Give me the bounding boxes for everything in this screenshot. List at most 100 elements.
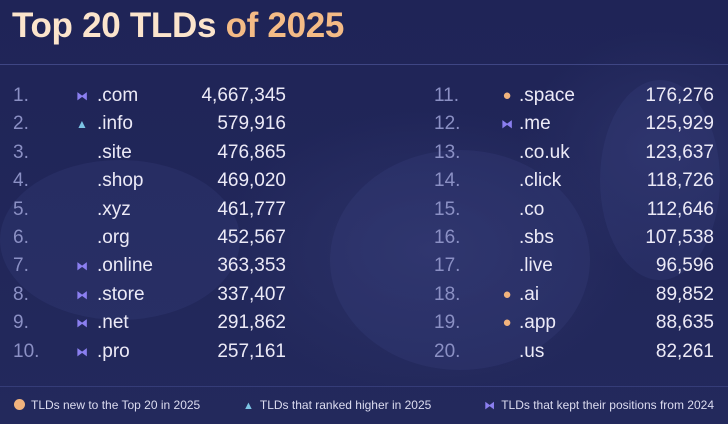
new-dot-icon: ●: [502, 87, 512, 104]
new-dot-icon: ●: [502, 285, 512, 303]
legend-label: TLDs that ranked higher in 2025: [259, 398, 432, 412]
bowtie-icon: ⧓: [76, 89, 88, 103]
registration-count: 125,929: [645, 113, 714, 135]
rank-number: 3.: [13, 141, 29, 163]
table-row: 8. ⧓ .store 337,407: [13, 281, 286, 309]
registration-count: 579,916: [217, 113, 286, 135]
registration-count: 89,852: [655, 283, 714, 305]
registration-count: 476,865: [217, 141, 286, 163]
tld-name: .store: [97, 283, 145, 305]
table-row: 14. .click 118,726: [434, 167, 714, 195]
new-dot-icon: ●: [502, 314, 512, 332]
rank-number: 9.: [13, 312, 29, 334]
tld-name: .xyz: [97, 198, 131, 220]
table-row: 12. ⧓ .me 125,929: [434, 110, 714, 138]
rank-number: 13.: [434, 141, 461, 163]
tld-name: .info: [97, 113, 133, 135]
tld-name: .ai: [519, 283, 540, 305]
rank-number: 8.: [13, 283, 29, 305]
table-row: 6. .org 452,567: [13, 224, 286, 252]
registration-count: 363,353: [217, 255, 286, 277]
background-shape: [0, 160, 240, 320]
tld-name: .space: [519, 85, 575, 106]
tld-name: .online: [97, 255, 153, 277]
divider: [0, 386, 728, 387]
rank-number: 20.: [434, 340, 461, 362]
rank-number: 18.: [434, 283, 461, 305]
rank-number: 11.: [434, 85, 460, 106]
table-row: 10. ⧓ .pro 257,161: [13, 338, 286, 366]
rank-number: 2.: [13, 113, 29, 135]
legend-label: TLDs that kept their positions from 2024: [501, 398, 714, 412]
registration-count: 107,538: [645, 227, 714, 248]
registration-count: 257,161: [217, 340, 286, 362]
tld-name: .site: [97, 141, 132, 163]
registration-count: 291,862: [217, 312, 286, 334]
table-row: 4. .shop 469,020: [13, 167, 286, 195]
table-row: 15. .co 112,646: [434, 196, 714, 224]
rank-number: 7.: [13, 255, 29, 277]
rank-number: 17.: [434, 255, 461, 277]
table-row: 5. .xyz 461,777: [13, 196, 286, 224]
tld-name: .sbs: [519, 227, 554, 248]
table-row: 20. .us 82,261: [434, 338, 714, 366]
bowtie-icon: ⧓: [76, 287, 88, 302]
tld-name: .us: [519, 340, 545, 362]
new-dot-icon: [14, 399, 25, 410]
legend-label: TLDs new to the Top 20 in 2025: [31, 398, 201, 412]
registration-count: 461,777: [217, 198, 286, 220]
legend-item-kept: ⧓ TLDs that kept their positions from 202…: [484, 398, 714, 412]
tld-name: .pro: [97, 340, 130, 362]
bowtie-icon: ⧓: [76, 344, 88, 359]
rank-number: 16.: [434, 227, 461, 248]
table-row: 2. ▲ .info 579,916: [13, 110, 286, 138]
table-row: 18. ● .ai 89,852: [434, 281, 714, 309]
background-shape: [330, 150, 590, 370]
table-row: 3. .site 476,865: [13, 139, 286, 167]
legend-item-new: TLDs new to the Top 20 in 2025: [14, 398, 200, 412]
tld-name: .co: [519, 198, 545, 220]
legend-item-higher: ▲ TLDs that ranked higher in 2025: [243, 398, 431, 412]
title-main: Top 20 TLDs: [12, 6, 217, 45]
table-row: 7. ⧓ .online 363,353: [13, 252, 286, 280]
title-year: of 2025: [225, 6, 345, 45]
table-row: 17. .live 96,596: [434, 252, 714, 280]
registration-count: 96,596: [655, 255, 714, 277]
rank-number: 19.: [434, 312, 461, 334]
background-shape: [600, 80, 720, 280]
rank-number: 5.: [13, 198, 29, 220]
tld-name: .org: [97, 227, 130, 248]
tld-name: .shop: [97, 170, 144, 192]
rank-number: 1.: [13, 85, 29, 106]
tld-name: .co.uk: [519, 141, 570, 163]
rank-number: 12.: [434, 113, 461, 135]
bowtie-icon: ⧓: [76, 316, 88, 331]
bowtie-icon: ⧓: [501, 117, 513, 132]
registration-count: 82,261: [655, 340, 714, 362]
rank-number: 10.: [13, 340, 40, 362]
table-row: 13. .co.uk 123,637: [434, 139, 714, 167]
tld-name: .app: [519, 312, 556, 334]
tld-name: .net: [97, 312, 129, 334]
table-row: 1. ⧓ .com 4,667,345: [13, 82, 286, 110]
registration-count: 469,020: [217, 170, 286, 192]
triangle-up-icon: ▲: [243, 400, 254, 412]
registration-count: 176,276: [645, 85, 714, 106]
registration-count: 452,567: [217, 227, 286, 248]
rank-number: 4.: [13, 170, 29, 192]
tld-name: .me: [519, 113, 551, 135]
table-row: 9. ⧓ .net 291,862: [13, 309, 286, 337]
rank-number: 6.: [13, 227, 29, 248]
page-title: Top 20 TLDs of 2025: [12, 6, 344, 46]
registration-count: 337,407: [217, 283, 286, 305]
table-row: 16. .sbs 107,538: [434, 224, 714, 252]
registration-count: 4,667,345: [201, 85, 286, 106]
bowtie-icon: ⧓: [76, 259, 88, 274]
bowtie-icon: ⧓: [484, 400, 496, 412]
rank-number: 15.: [434, 198, 461, 220]
tld-name: .click: [519, 170, 562, 192]
tld-name: .com: [97, 85, 139, 106]
table-row: 19. ● .app 88,635: [434, 309, 714, 337]
rank-number: 14.: [434, 170, 461, 192]
